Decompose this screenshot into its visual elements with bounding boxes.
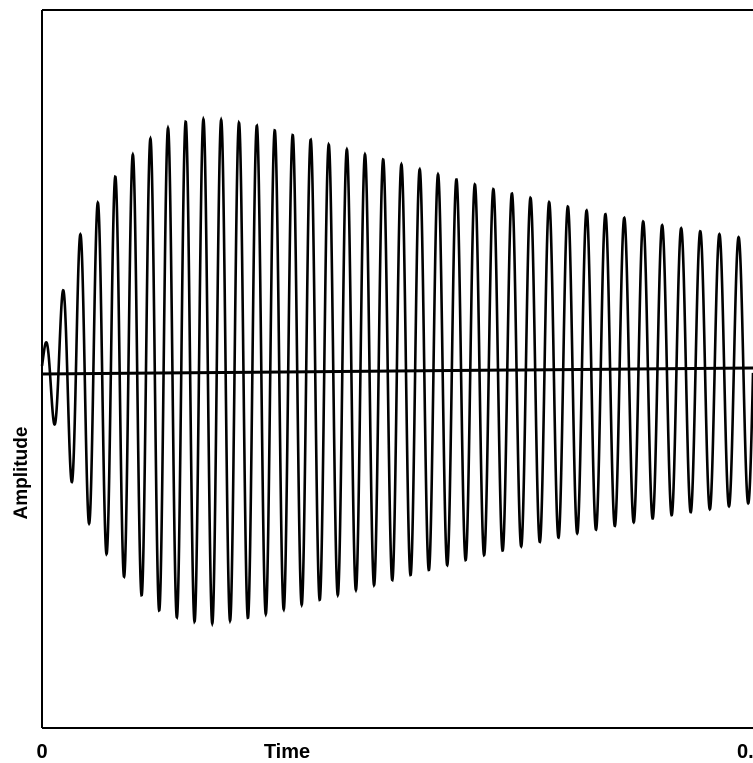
zero-baseline bbox=[41, 366, 753, 376]
plot-frame bbox=[41, 9, 753, 729]
y-axis-label: Amplitude bbox=[11, 427, 32, 520]
x-axis-label: Time bbox=[264, 741, 310, 763]
x-tick-label-1: 0.4 bbox=[737, 741, 753, 763]
series-line bbox=[40, 115, 753, 628]
x-tick-label-0: 0 bbox=[36, 741, 47, 763]
waveform bbox=[40, 115, 753, 628]
